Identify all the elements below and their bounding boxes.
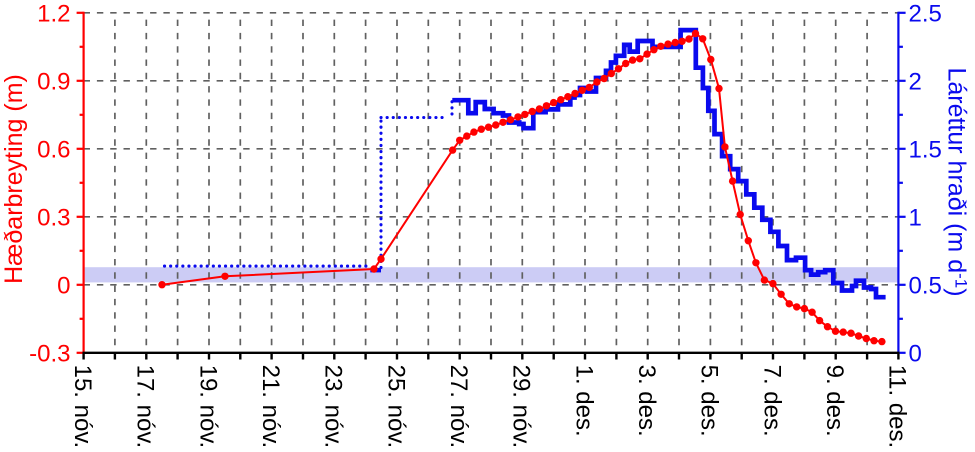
svg-text:0.5: 0.5 — [909, 273, 942, 300]
svg-text:7. des.: 7. des. — [758, 365, 785, 437]
svg-text:3. des.: 3. des. — [633, 365, 660, 437]
svg-text:29. nóv.: 29. nóv. — [508, 365, 535, 447]
svg-text:17. nóv.: 17. nóv. — [132, 365, 159, 447]
svg-text:1.5: 1.5 — [909, 137, 942, 164]
svg-text:9. des.: 9. des. — [821, 365, 848, 437]
svg-text:0: 0 — [57, 273, 70, 300]
svg-text:0.9: 0.9 — [37, 69, 70, 96]
svg-text:-0.3: -0.3 — [29, 341, 70, 368]
svg-text:11. des.: 11. des. — [884, 365, 911, 447]
svg-text:Láréttur hraði (m d-1): Láréttur hraði (m d-1) — [943, 67, 971, 296]
svg-text:1. des.: 1. des. — [570, 365, 597, 437]
svg-text:2: 2 — [909, 69, 922, 96]
svg-text:1.2: 1.2 — [37, 1, 70, 28]
svg-text:23. nóv.: 23. nóv. — [320, 365, 347, 447]
svg-text:25. nóv.: 25. nóv. — [382, 365, 409, 447]
svg-text:Hæðarbreyting (m): Hæðarbreyting (m) — [0, 74, 28, 284]
svg-text:0: 0 — [909, 341, 922, 368]
svg-text:15. nóv.: 15. nóv. — [69, 365, 96, 447]
svg-text:27. nóv.: 27. nóv. — [445, 365, 472, 447]
svg-text:19. nóv.: 19. nóv. — [194, 365, 221, 447]
svg-text:2.5: 2.5 — [909, 1, 942, 28]
svg-text:21. nóv.: 21. nóv. — [257, 365, 284, 447]
svg-text:0.6: 0.6 — [37, 137, 70, 164]
svg-text:0.3: 0.3 — [37, 205, 70, 232]
svg-text:1: 1 — [909, 205, 922, 232]
svg-text:5. des.: 5. des. — [696, 365, 723, 437]
